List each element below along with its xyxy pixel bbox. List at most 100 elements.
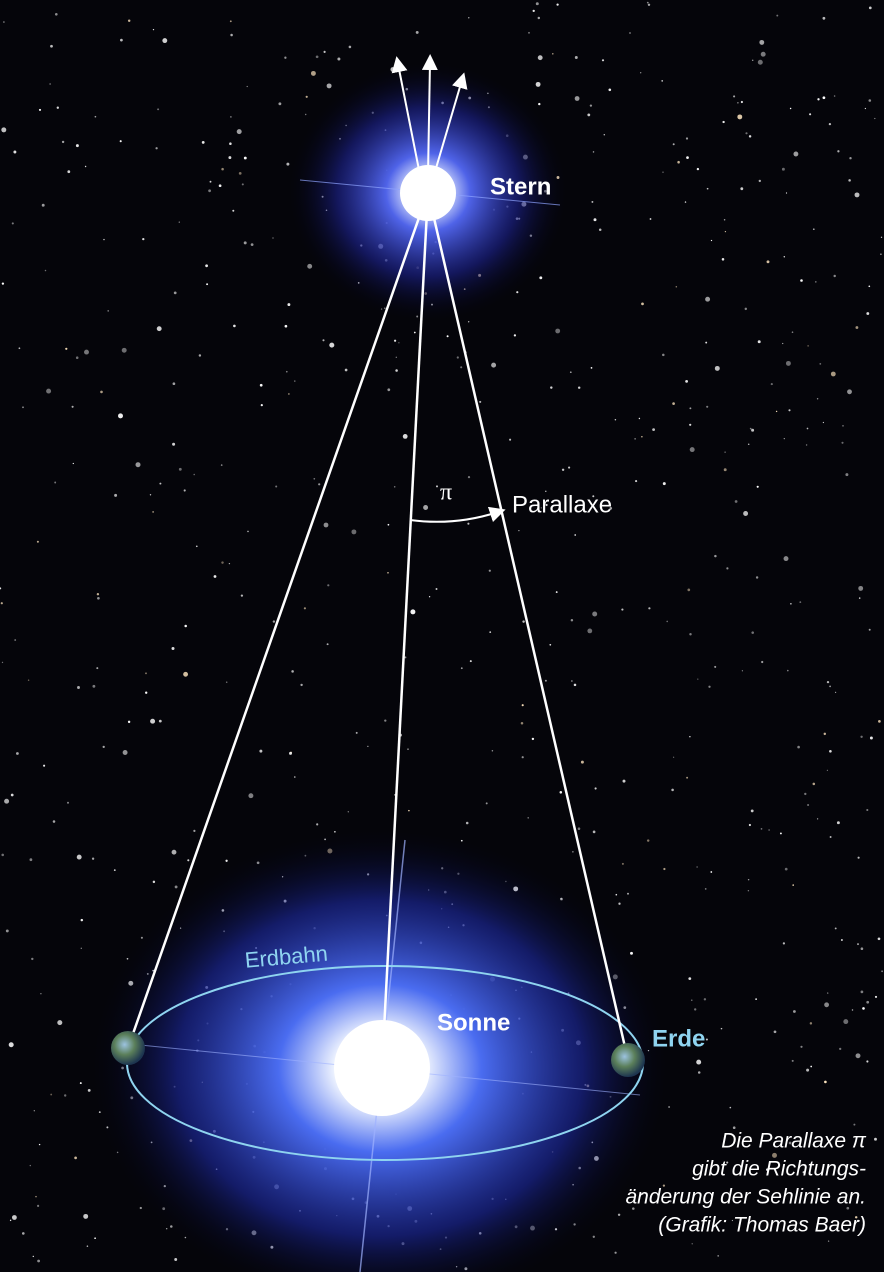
background-star bbox=[830, 836, 832, 838]
background-star bbox=[247, 531, 249, 533]
caption-line: änderung der Sehlinie an. bbox=[625, 1186, 866, 1209]
background-star bbox=[697, 678, 698, 679]
background-star bbox=[142, 238, 144, 240]
background-star bbox=[514, 334, 516, 336]
background-star bbox=[172, 647, 175, 650]
background-star bbox=[828, 1240, 829, 1241]
background-star bbox=[395, 369, 398, 372]
background-star bbox=[690, 447, 695, 452]
background-star bbox=[120, 140, 122, 142]
background-star bbox=[545, 680, 547, 682]
background-star bbox=[403, 434, 408, 439]
background-star bbox=[593, 1236, 595, 1238]
background-star bbox=[233, 325, 236, 328]
background-star bbox=[294, 776, 296, 778]
background-star bbox=[881, 237, 882, 238]
background-star bbox=[745, 132, 747, 134]
background-star bbox=[689, 407, 691, 409]
background-star bbox=[745, 308, 747, 310]
background-star bbox=[858, 857, 860, 859]
background-star bbox=[696, 866, 697, 867]
background-star bbox=[387, 572, 389, 574]
background-star bbox=[316, 823, 318, 825]
background-star bbox=[694, 1008, 696, 1010]
background-star bbox=[221, 561, 223, 563]
background-star bbox=[291, 670, 294, 673]
background-star bbox=[618, 903, 620, 905]
background-star bbox=[13, 151, 16, 154]
background-star bbox=[733, 95, 735, 97]
background-star bbox=[790, 108, 791, 109]
background-star bbox=[788, 409, 790, 411]
background-star bbox=[793, 1010, 796, 1013]
background-star bbox=[30, 858, 33, 861]
background-star bbox=[856, 1053, 861, 1058]
background-star bbox=[356, 732, 358, 734]
background-star bbox=[639, 418, 640, 419]
background-star bbox=[641, 303, 644, 306]
background-star bbox=[351, 529, 356, 534]
background-star bbox=[83, 1214, 88, 1219]
background-star bbox=[304, 607, 306, 609]
background-star bbox=[206, 283, 208, 285]
background-star bbox=[685, 380, 688, 383]
background-star bbox=[538, 55, 543, 60]
background-star bbox=[578, 386, 580, 388]
background-star bbox=[242, 183, 244, 185]
background-star bbox=[387, 388, 390, 391]
background-star bbox=[286, 371, 288, 373]
background-star bbox=[278, 102, 281, 105]
background-star bbox=[829, 123, 831, 125]
background-star bbox=[322, 339, 324, 341]
background-star bbox=[153, 881, 155, 883]
background-star bbox=[414, 332, 416, 334]
background-star bbox=[284, 57, 286, 59]
background-star bbox=[689, 736, 690, 737]
background-star bbox=[486, 802, 488, 804]
background-star bbox=[817, 398, 818, 399]
background-star bbox=[717, 1255, 719, 1257]
background-star bbox=[647, 839, 649, 841]
background-star bbox=[823, 17, 826, 20]
background-star bbox=[749, 135, 751, 137]
background-star bbox=[470, 660, 472, 662]
background-star bbox=[710, 871, 712, 873]
background-star bbox=[228, 156, 231, 159]
background-star bbox=[183, 672, 188, 677]
background-star bbox=[536, 82, 541, 87]
background-star bbox=[76, 356, 79, 359]
background-star bbox=[73, 463, 74, 464]
background-star bbox=[749, 824, 751, 826]
background-star bbox=[688, 977, 691, 980]
background-star bbox=[77, 686, 80, 689]
background-star bbox=[837, 821, 840, 824]
background-star bbox=[140, 1207, 142, 1209]
background-star bbox=[841, 442, 843, 444]
background-star bbox=[575, 96, 580, 101]
background-star bbox=[260, 384, 263, 387]
background-star bbox=[159, 483, 161, 485]
background-star bbox=[698, 1071, 701, 1074]
background-star bbox=[37, 1205, 39, 1207]
background-star bbox=[241, 594, 243, 596]
background-star bbox=[673, 757, 674, 758]
background-star bbox=[833, 275, 835, 277]
background-star bbox=[622, 863, 624, 865]
background-star bbox=[842, 425, 843, 426]
background-star bbox=[786, 361, 791, 366]
background-star bbox=[174, 292, 177, 295]
angle-label: π bbox=[440, 480, 452, 506]
background-star bbox=[730, 1107, 732, 1109]
background-star bbox=[792, 331, 794, 333]
background-star bbox=[239, 172, 242, 175]
background-star bbox=[16, 752, 19, 755]
background-star bbox=[107, 310, 109, 312]
background-star bbox=[784, 256, 785, 257]
background-star bbox=[590, 104, 592, 106]
background-star bbox=[696, 1060, 701, 1065]
background-star bbox=[758, 340, 761, 343]
background-star bbox=[722, 121, 724, 123]
background-star bbox=[726, 567, 728, 569]
background-star bbox=[742, 670, 743, 671]
background-star bbox=[759, 180, 761, 182]
